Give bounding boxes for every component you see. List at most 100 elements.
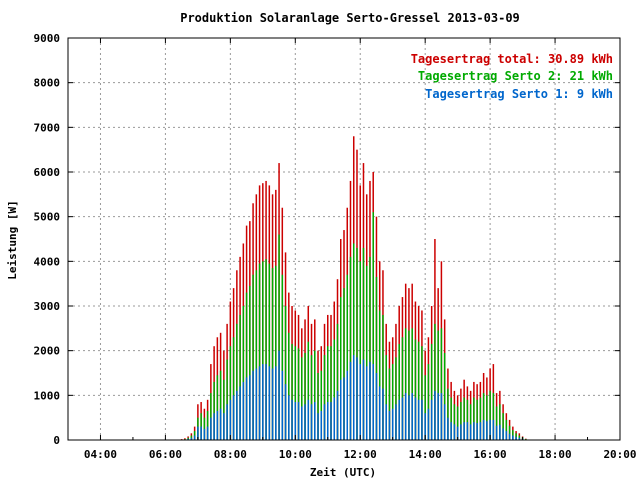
bar-serto2	[249, 285, 251, 440]
bar-serto1	[365, 366, 368, 440]
bar-serto1	[187, 438, 189, 440]
bar-serto2	[210, 393, 212, 440]
x-tick-label: 06:00	[149, 448, 182, 461]
bar-serto2	[460, 402, 462, 440]
bar-serto1	[301, 406, 303, 440]
bar-serto2	[385, 355, 387, 440]
bar-serto2	[226, 359, 228, 440]
legend: Tagesertrag total: 30.89 kWh Tagesertrag…	[411, 52, 613, 101]
bar-serto2	[466, 399, 469, 440]
bar-serto1	[359, 364, 361, 440]
bar-serto2	[333, 339, 336, 440]
bar-serto2	[265, 259, 267, 440]
bar-serto1	[330, 402, 332, 440]
bar-serto2	[362, 247, 365, 440]
bar-serto1	[440, 393, 443, 440]
bar-serto1	[378, 386, 381, 440]
x-tick-label: 08:00	[214, 448, 247, 461]
ticks: 0 1000 2000 3000 4000 5000 6000 7000 8000 9000 04:…	[34, 32, 637, 461]
bar-serto2	[255, 270, 258, 440]
bar-serto2	[417, 341, 420, 440]
bar-serto1	[229, 399, 232, 440]
bar-serto1	[404, 393, 407, 440]
bar-serto1	[473, 422, 475, 440]
bar-serto1	[502, 428, 504, 440]
x-axis-label: Zeit (UTC)	[310, 466, 376, 479]
bar-serto2	[495, 406, 498, 440]
bar-serto2	[401, 337, 404, 440]
bar-serto2	[443, 352, 446, 440]
bar-serto2	[408, 330, 410, 440]
bar-serto2	[365, 265, 368, 440]
x-tick-label: 20:00	[603, 448, 636, 461]
bar-serto2	[404, 328, 407, 440]
bar-serto2	[320, 370, 323, 440]
bar-serto2	[262, 261, 264, 440]
bar-serto2	[271, 268, 274, 440]
bar-serto1	[249, 375, 251, 440]
bar-serto2	[391, 364, 394, 440]
bar-serto1	[265, 364, 267, 440]
bar-serto1	[453, 424, 456, 440]
bar-serto2	[359, 261, 361, 440]
bar-serto1	[486, 421, 488, 440]
bar-serto2	[288, 332, 290, 440]
bar-serto2	[352, 243, 355, 440]
bar-serto1	[304, 404, 306, 440]
bar-serto1	[515, 436, 517, 440]
bar-serto2	[427, 364, 430, 440]
bar-serto2	[294, 346, 297, 440]
bar-serto2	[213, 381, 215, 440]
bar-serto1	[310, 404, 313, 440]
bar-serto2	[258, 263, 261, 440]
bar-serto1	[206, 426, 209, 440]
bar-serto2	[508, 425, 511, 440]
bar-serto2	[223, 379, 225, 440]
bar-serto2	[252, 274, 254, 440]
bar-serto2	[414, 339, 417, 440]
bar-serto2	[232, 337, 235, 440]
bar-serto2	[489, 390, 491, 440]
bar-serto1	[216, 410, 219, 440]
bar-serto2	[421, 346, 423, 440]
bar-serto1	[271, 368, 274, 440]
bar-serto1	[317, 413, 319, 440]
bar-serto1	[391, 408, 394, 440]
bar-serto2	[440, 328, 443, 440]
bar-serto1	[239, 386, 241, 440]
bar-serto2	[447, 388, 449, 440]
bar-serto2	[340, 297, 342, 440]
bar-serto1	[213, 413, 215, 440]
bar-serto1	[200, 426, 202, 440]
bar-serto2	[323, 355, 326, 440]
bar-serto1	[288, 395, 290, 440]
bar-serto1	[408, 395, 410, 440]
bar-serto1	[369, 361, 371, 440]
bar-serto1	[346, 370, 348, 440]
legend-item-total: Tagesertrag total: 30.89 kWh	[411, 52, 613, 66]
chart-title: Produktion Solaranlage Serto-Gressel 201…	[180, 11, 520, 25]
bar-serto2	[395, 357, 397, 440]
bar-serto1	[190, 437, 193, 440]
bar-serto1	[291, 399, 293, 440]
bar-serto1	[443, 404, 446, 440]
y-tick-label: 1000	[34, 389, 61, 402]
bar-serto1	[203, 428, 206, 440]
legend-item-serto-2: Tagesertrag Serto 2: 21 kWh	[418, 69, 613, 83]
y-tick-label: 0	[53, 434, 60, 447]
y-tick-label: 6000	[34, 166, 61, 179]
bar-serto1	[352, 355, 355, 440]
bar-serto2	[216, 375, 219, 440]
bar-serto1	[447, 417, 449, 440]
bar-serto1	[356, 357, 358, 440]
bar-serto2	[430, 343, 433, 440]
bar-serto2	[242, 306, 245, 440]
bar-serto1	[395, 404, 397, 440]
bar-serto1	[427, 408, 430, 440]
bar-serto1	[460, 424, 462, 440]
bar-serto1	[284, 384, 287, 440]
bar-serto2	[378, 310, 381, 440]
bar-serto2	[236, 323, 238, 440]
bar-total	[184, 438, 186, 440]
